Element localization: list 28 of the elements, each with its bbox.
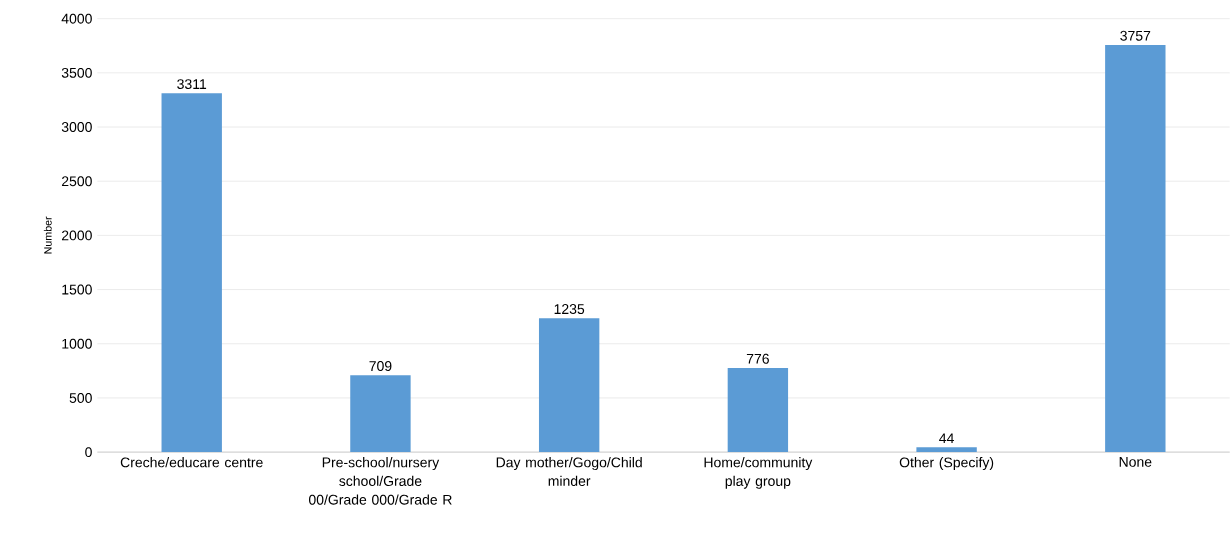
bar (1105, 44, 1166, 453)
y-tick-label: 0 (85, 447, 92, 458)
bar (538, 318, 600, 453)
y-axis-title: Number (43, 216, 52, 254)
x-tick-label: Pre-school/nursery school/Grade 00/Grade 000/Grade R (308, 456, 452, 505)
y-tick-label: 3500 (61, 67, 92, 78)
data-label: 709 (369, 361, 392, 371)
y-tick-label: 3000 (61, 122, 92, 132)
y-tick-label: 500 (69, 392, 92, 403)
y-tick-label: 2000 (61, 230, 92, 241)
bar (916, 447, 977, 453)
data-label: 3757 (1120, 30, 1151, 41)
x-tick-label: Day mother/Gogo/Child minder (496, 456, 642, 486)
bar (350, 375, 411, 453)
x-tick-label: Home/community play group (704, 456, 813, 489)
y-tick-label: 2500 (61, 176, 92, 187)
data-label: 1235 (554, 304, 585, 314)
y-tick-label: 4000 (61, 13, 92, 24)
data-label: 3311 (177, 79, 207, 89)
bar (161, 93, 222, 453)
x-tick-label: Creche/educare centre (120, 456, 263, 468)
x-tick-label: Other (Specify) (899, 456, 994, 471)
bar (727, 367, 789, 453)
y-tick-label: 1000 (62, 338, 92, 349)
y-tick-label: 1500 (62, 284, 92, 295)
x-tick-label: None (1119, 457, 1152, 467)
data-label: 776 (746, 353, 769, 364)
data-label: 44 (939, 433, 954, 444)
